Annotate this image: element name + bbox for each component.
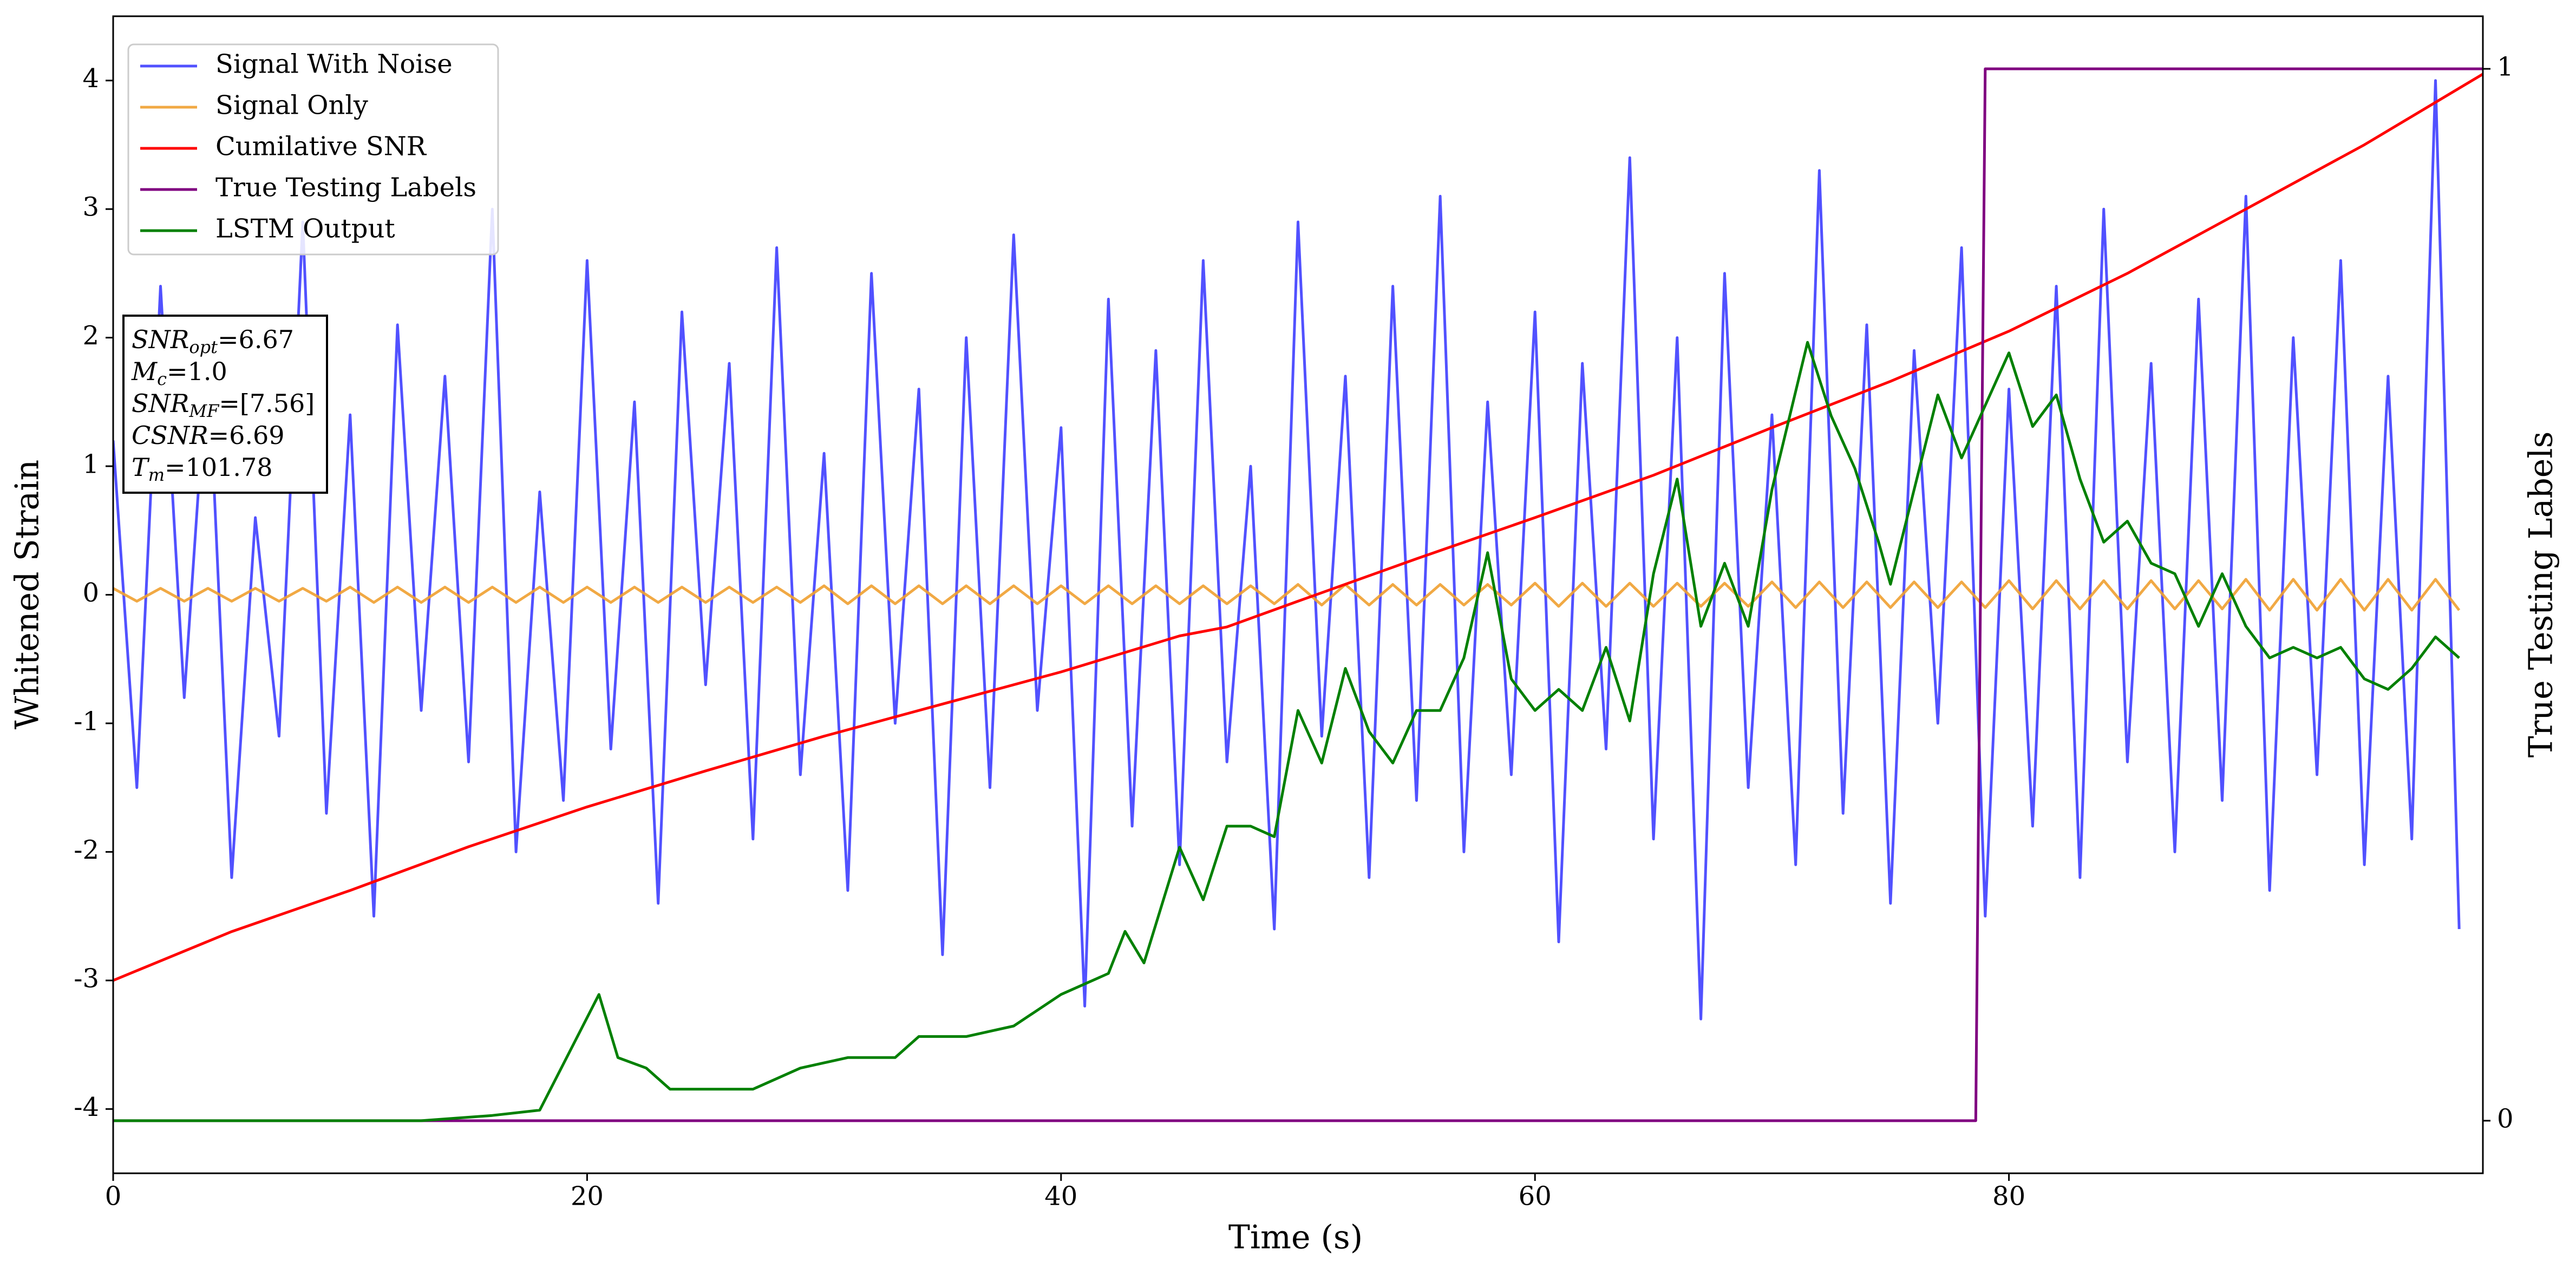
annotation-symbol: M (131, 357, 158, 386)
annotation-symbol: CSNR (132, 421, 208, 450)
annotation-symbol: SNR (132, 389, 189, 418)
y-tick-label: -3 (74, 963, 99, 994)
y-tick-label: 1 (82, 449, 99, 480)
y2-axis-label: True Testing Labels (2522, 432, 2560, 758)
annotation-value: =6.67 (218, 325, 294, 354)
legend-label: LSTM Output (215, 214, 395, 244)
x-tick-label: 60 (1519, 1181, 1552, 1212)
annotation: SNRMF=[7.56] (132, 389, 315, 421)
series-line (113, 73, 2483, 982)
y-tick-label: -1 (74, 706, 99, 736)
x-axis-label: Time (s) (1228, 1219, 1363, 1257)
y-tick-label: 4 (82, 63, 99, 94)
plot-area (113, 67, 2483, 1122)
annotation-subscript: c (157, 369, 167, 389)
annotation-subscript: MF (188, 401, 220, 421)
annotation-subscript: m (148, 465, 165, 485)
y-tick-label: 3 (82, 192, 99, 223)
y-tick-label: 2 (82, 321, 99, 351)
y-tick-label: -4 (74, 1092, 99, 1122)
legend-box (127, 43, 499, 256)
series-line (113, 67, 2483, 1122)
x-tick-label: 0 (105, 1181, 122, 1212)
annotation-symbol: SNR (132, 325, 189, 354)
x-tick-label: 40 (1044, 1181, 1077, 1212)
series-line (113, 578, 2461, 612)
annotation-value: =1.0 (167, 357, 227, 386)
annotation: SNRopt=6.67 (132, 325, 294, 357)
legend-label: Signal With Noise (215, 49, 453, 80)
y-tick-label: 0 (82, 578, 99, 608)
annotation-box (122, 315, 328, 494)
series-line (113, 79, 2461, 1021)
y2-tick-label: 0 (2497, 1103, 2514, 1134)
legend-label: Cumilative SNR (215, 132, 427, 162)
legend-label: Signal Only (215, 90, 368, 121)
annotation: CSNR=6.69 (132, 421, 285, 450)
series-line (113, 341, 2460, 1122)
legend-label: True Testing Labels (215, 173, 476, 203)
x-tick-label: 80 (1992, 1181, 2025, 1212)
annotation: Tm=101.78 (132, 453, 273, 485)
annotation-value: =6.69 (208, 421, 285, 450)
annotation-symbol: T (132, 453, 150, 482)
annotation: Mc=1.0 (131, 357, 227, 389)
y-tick-label: -2 (74, 835, 99, 865)
annotation-value: =[7.56] (219, 389, 315, 418)
x-tick-label: 20 (571, 1181, 604, 1212)
y-axis-label: Whitened Strain (9, 460, 47, 729)
plot-frame (112, 15, 2484, 1174)
annotation-value: =101.78 (165, 453, 273, 482)
y2-tick-label: 1 (2497, 52, 2514, 82)
annotation-subscript: opt (189, 337, 218, 357)
